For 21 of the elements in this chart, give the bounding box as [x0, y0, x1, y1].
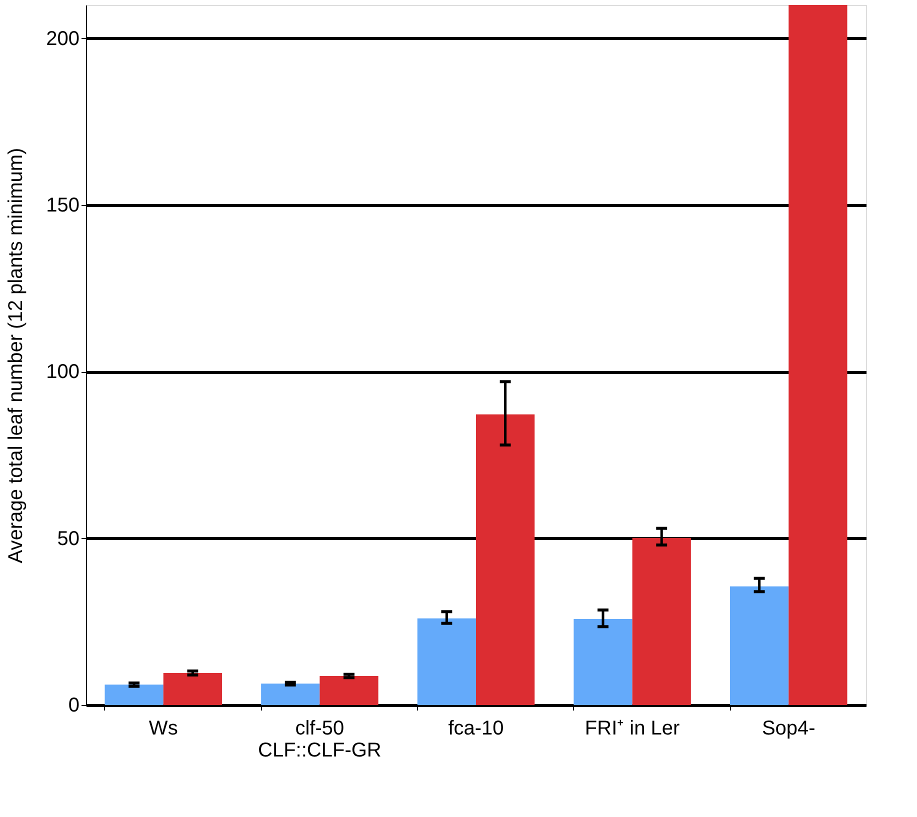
bar: [261, 684, 320, 705]
y-tick-label: 200: [46, 28, 80, 50]
bar: [788, 5, 848, 705]
bar: [476, 414, 535, 705]
bar: [320, 676, 378, 705]
y-tick-label: 0: [68, 694, 80, 716]
y-tick-label: 150: [46, 194, 80, 216]
x-tick-label: clf-50 CLF::CLF-GR: [258, 718, 382, 762]
y-axis-title: Average total leaf number (12 plants minimum): [5, 148, 28, 564]
bar: [163, 673, 222, 705]
bar: [574, 619, 632, 705]
x-tick-label: FRI⁺ in Ler: [584, 718, 680, 740]
x-tick-label: Sop4-: [762, 718, 816, 740]
y-tick-label: 100: [46, 361, 80, 384]
x-tick-label: fca-10: [448, 718, 504, 740]
x-tick-label: Ws: [148, 718, 178, 740]
bar: [417, 618, 476, 705]
bar: [104, 684, 164, 705]
bar: [632, 538, 691, 705]
y-tick-label: 50: [57, 528, 80, 550]
bar: [730, 586, 789, 705]
